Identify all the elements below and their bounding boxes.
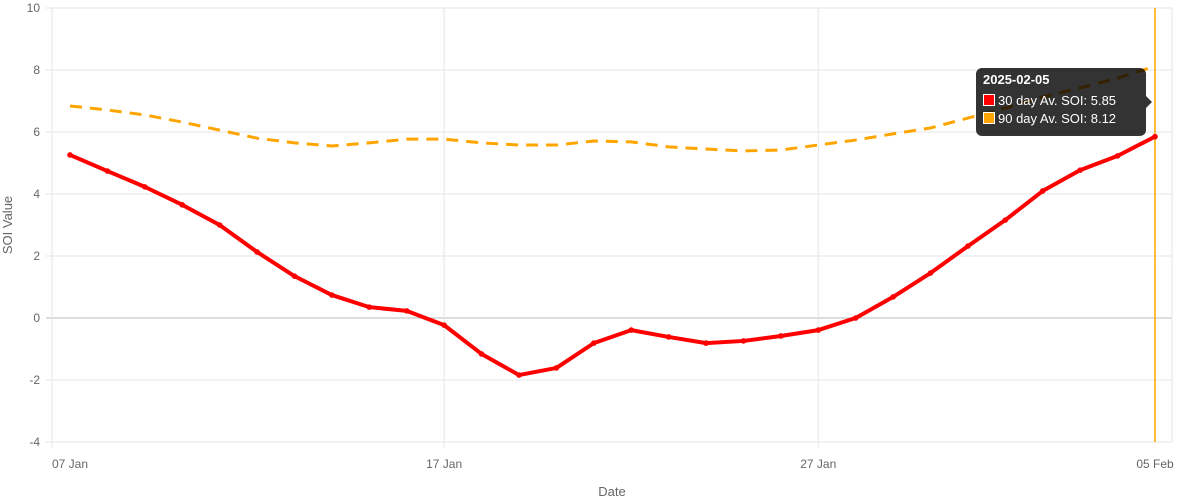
data-point-30day bbox=[815, 327, 822, 333]
data-point-30day bbox=[778, 333, 784, 339]
data-point-30day bbox=[216, 222, 223, 228]
tooltip-row-90day: 90 day Av. SOI: 8.12 bbox=[983, 109, 1139, 127]
x-tick-label: 27 Jan bbox=[800, 457, 836, 471]
data-point-30day bbox=[740, 338, 747, 344]
data-point-30day bbox=[67, 152, 73, 158]
data-point-30day bbox=[366, 304, 373, 310]
data-point-30day bbox=[291, 273, 298, 279]
data-point-30day bbox=[665, 334, 672, 340]
y-tick-label: 6 bbox=[33, 125, 40, 139]
data-point-30day bbox=[965, 243, 971, 249]
x-tick-label: 07 Jan bbox=[52, 457, 88, 471]
data-point-30day bbox=[441, 322, 447, 328]
data-point-30day bbox=[104, 168, 111, 174]
data-point-30day bbox=[403, 308, 410, 314]
data-point-30day bbox=[1152, 133, 1158, 140]
data-point-30day bbox=[478, 351, 485, 357]
series-90day-line bbox=[69, 64, 1156, 153]
data-point-30day bbox=[852, 315, 859, 321]
y-axis-label: SOI Value bbox=[0, 196, 15, 254]
data-point-30day bbox=[142, 184, 148, 190]
tooltip-value-90day: 90 day Av. SOI: 8.12 bbox=[998, 110, 1117, 126]
data-point-30day bbox=[1039, 188, 1046, 194]
data-point-30day bbox=[890, 294, 896, 300]
x-tick-label: 05 Feb bbox=[1136, 457, 1174, 471]
y-tick-label: 10 bbox=[27, 1, 41, 15]
y-tick-label: 0 bbox=[33, 311, 40, 325]
data-point-30day bbox=[516, 372, 522, 378]
data-point-30day bbox=[703, 340, 709, 346]
x-tick-label: 17 Jan bbox=[426, 457, 462, 471]
data-point-30day bbox=[628, 327, 635, 333]
y-tick-label: 2 bbox=[33, 249, 40, 263]
tooltip-title: 2025-02-05 bbox=[983, 72, 1050, 87]
y-tick-label: 8 bbox=[33, 63, 40, 77]
data-point-30day bbox=[927, 270, 934, 276]
series-30day-line bbox=[69, 134, 1156, 378]
orange-swatch-icon bbox=[983, 112, 995, 124]
data-point-30day bbox=[553, 365, 560, 371]
data-point-30day bbox=[179, 202, 186, 208]
data-point-30day bbox=[329, 292, 335, 298]
data-point-30day bbox=[1114, 153, 1121, 159]
data-point-30day bbox=[1077, 167, 1083, 173]
data-point-30day bbox=[590, 340, 597, 346]
y-tick-label: -4 bbox=[29, 435, 40, 449]
red-swatch-icon bbox=[983, 94, 995, 106]
tooltip: 2025-02-05 30 day Av. SOI: 5.85 90 day A… bbox=[976, 68, 1152, 136]
data-point-30day bbox=[1002, 217, 1009, 223]
y-tick-label: 4 bbox=[33, 187, 40, 201]
x-axis-label: Date bbox=[598, 484, 625, 499]
tooltip-value-30day: 30 day Av. SOI: 5.85 bbox=[998, 92, 1117, 108]
data-point-30day bbox=[254, 249, 260, 255]
tooltip-row-30day: 30 day Av. SOI: 5.85 bbox=[983, 91, 1139, 109]
y-tick-label: -2 bbox=[29, 373, 40, 387]
